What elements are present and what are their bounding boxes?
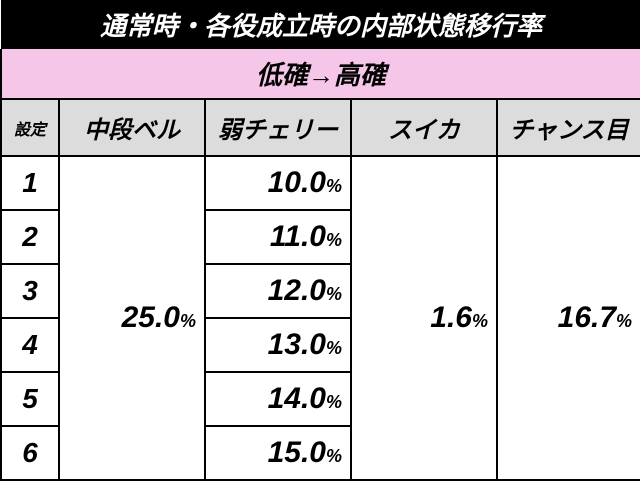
cell-col2-r5: 14.0%: [205, 372, 351, 426]
table-title: 通常時・各役成立時の内部状態移行率: [1, 0, 640, 49]
cell-col2-r1: 10.0%: [205, 156, 351, 210]
header-row: 設定 中段ベル 弱チェリー スイカ チャンス目: [1, 99, 640, 156]
cell-col2-r3: 12.0%: [205, 264, 351, 318]
cell-value: 10.0: [268, 166, 326, 199]
header-col-0: 中段ベル: [59, 99, 205, 156]
header-col-1: 弱チェリー: [205, 99, 351, 156]
cell-value: 25.0: [122, 301, 180, 334]
table-row: 1 25.0% 10.0% 1.6% 16.7%: [1, 156, 640, 210]
rate-table: 通常時・各役成立時の内部状態移行率 低確→高確 設定 中段ベル 弱チェリー スイ…: [0, 0, 640, 481]
cell-unit: %: [616, 311, 632, 331]
cell-unit: %: [326, 446, 342, 466]
cell-col2-r4: 13.0%: [205, 318, 351, 372]
cell-value: 15.0: [268, 436, 326, 469]
cell-col3-merged: 1.6%: [351, 156, 497, 480]
header-col-2: スイカ: [351, 99, 497, 156]
cell-col1-merged: 25.0%: [59, 156, 205, 480]
row-label-6: 6: [1, 426, 59, 480]
cell-unit: %: [326, 392, 342, 412]
cell-unit: %: [326, 284, 342, 304]
row-label-3: 3: [1, 264, 59, 318]
cell-unit: %: [326, 230, 342, 250]
cell-unit: %: [326, 338, 342, 358]
cell-value: 16.7: [558, 301, 616, 334]
title-row: 通常時・各役成立時の内部状態移行率: [1, 0, 640, 49]
cell-value: 11.0: [270, 220, 326, 253]
table-subtitle: 低確→高確: [1, 49, 640, 99]
cell-col2-r6: 15.0%: [205, 426, 351, 480]
cell-value: 1.6: [430, 301, 472, 334]
subtitle-row: 低確→高確: [1, 49, 640, 99]
row-label-5: 5: [1, 372, 59, 426]
row-label-4: 4: [1, 318, 59, 372]
cell-unit: %: [326, 176, 342, 196]
cell-unit: %: [180, 311, 196, 331]
row-label-1: 1: [1, 156, 59, 210]
cell-value: 13.0: [268, 328, 326, 361]
row-label-2: 2: [1, 210, 59, 264]
cell-unit: %: [472, 311, 488, 331]
cell-value: 12.0: [268, 274, 326, 307]
header-col-3: チャンス目: [497, 99, 640, 156]
header-settei: 設定: [1, 99, 59, 156]
cell-col2-r2: 11.0%: [205, 210, 351, 264]
cell-col4-merged: 16.7%: [497, 156, 640, 480]
cell-value: 14.0: [268, 382, 326, 415]
